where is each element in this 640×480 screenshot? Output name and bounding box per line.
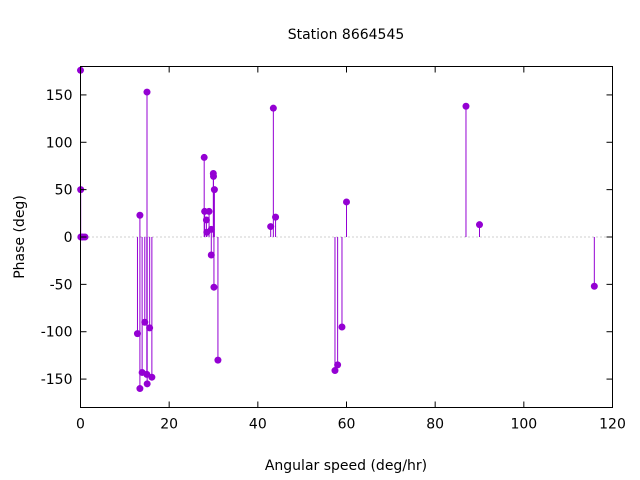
x-tick-label: 60 [338,417,356,433]
data-point [343,198,350,206]
y-tick-label: -150 [41,372,73,388]
data-point [590,282,598,290]
data-point [272,213,280,221]
x-tick-label: 0 [76,417,85,433]
y-axis-label: Phase (deg) [12,195,28,279]
data-point [143,88,151,96]
data-point [210,283,218,291]
y-tick-label: 0 [64,230,73,246]
y-tick-label: 50 [55,183,73,199]
data-point [202,216,210,224]
data-point [334,361,342,369]
data-point [462,102,470,110]
data-point [214,356,222,364]
x-tick-label: 40 [249,417,267,433]
data-point [143,380,151,388]
y-axis-ticks: -150 -100 -50 0 50 100 150 [41,88,613,388]
data-point [338,323,346,331]
x-tick-label: 100 [510,417,537,433]
x-axis-label: Angular speed (deg/hr) [265,458,427,474]
y-tick-label: 150 [46,88,73,104]
y-tick-label: 100 [46,135,73,151]
x-axis-ticks: 0 20 40 60 80 100 120 [76,66,626,433]
data-point [207,251,215,259]
data-point [136,385,144,393]
x-tick-label: 120 [599,417,626,433]
impulse-lines [80,70,595,389]
chart-title: Station 8664545 [288,27,405,43]
data-point [210,186,218,194]
data-point [267,223,275,231]
data-point [207,225,215,233]
data-point [148,373,156,381]
data-point [205,207,213,215]
data-point [146,324,154,332]
data-point [133,330,141,338]
y-tick-label: -50 [50,277,73,293]
x-tick-label: 80 [426,417,444,433]
data-point [200,153,208,161]
x-tick-label: 20 [160,417,178,433]
data-point [269,104,277,112]
y-tick-label: -100 [41,325,73,341]
data-point [136,211,144,219]
data-point [141,318,149,326]
data-point [210,172,217,180]
data-point [331,367,339,375]
data-point [476,221,483,229]
